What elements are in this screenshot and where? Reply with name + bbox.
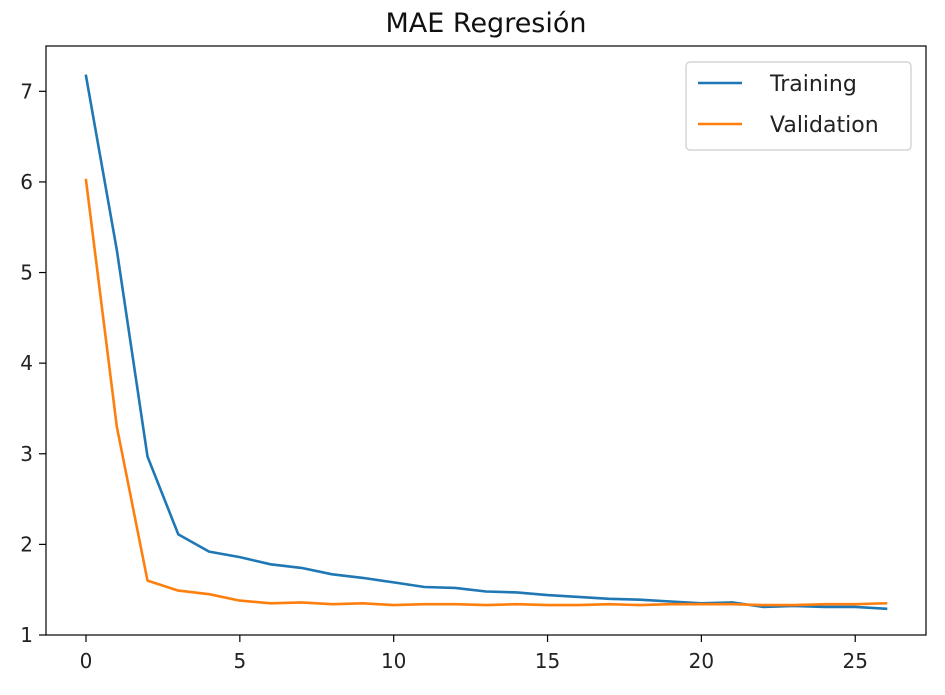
axes-frame xyxy=(45,45,927,636)
x-tick-label: 25 xyxy=(843,649,868,673)
series-line-training xyxy=(84,74,888,611)
y-tick-label: 3 xyxy=(20,442,33,466)
x-tick-label: 15 xyxy=(535,649,560,673)
y-tick-label: 6 xyxy=(20,170,33,194)
x-tick-label: 5 xyxy=(233,649,246,673)
legend-label-validation: Validation xyxy=(770,113,879,138)
legend-box xyxy=(685,61,912,151)
chart-title: MAE Regresión xyxy=(385,8,586,39)
legend: Training Validation xyxy=(685,61,912,151)
y-tick-label: 7 xyxy=(20,79,33,103)
x-tick-label: 0 xyxy=(80,649,93,673)
legend-label-training: Training xyxy=(769,72,857,97)
x-tick-label: 20 xyxy=(689,649,714,673)
y-tick-label: 5 xyxy=(20,261,33,285)
y-tick-label: 2 xyxy=(20,532,33,556)
y-tick-label: 4 xyxy=(20,351,33,375)
x-tick-label: 10 xyxy=(381,649,406,673)
series-line-validation xyxy=(84,178,888,607)
plot-area: 0 5 10 15 20 25 1 2 3 4 5 6 7 xyxy=(20,45,927,673)
y-tick-label: 1 xyxy=(20,623,33,647)
